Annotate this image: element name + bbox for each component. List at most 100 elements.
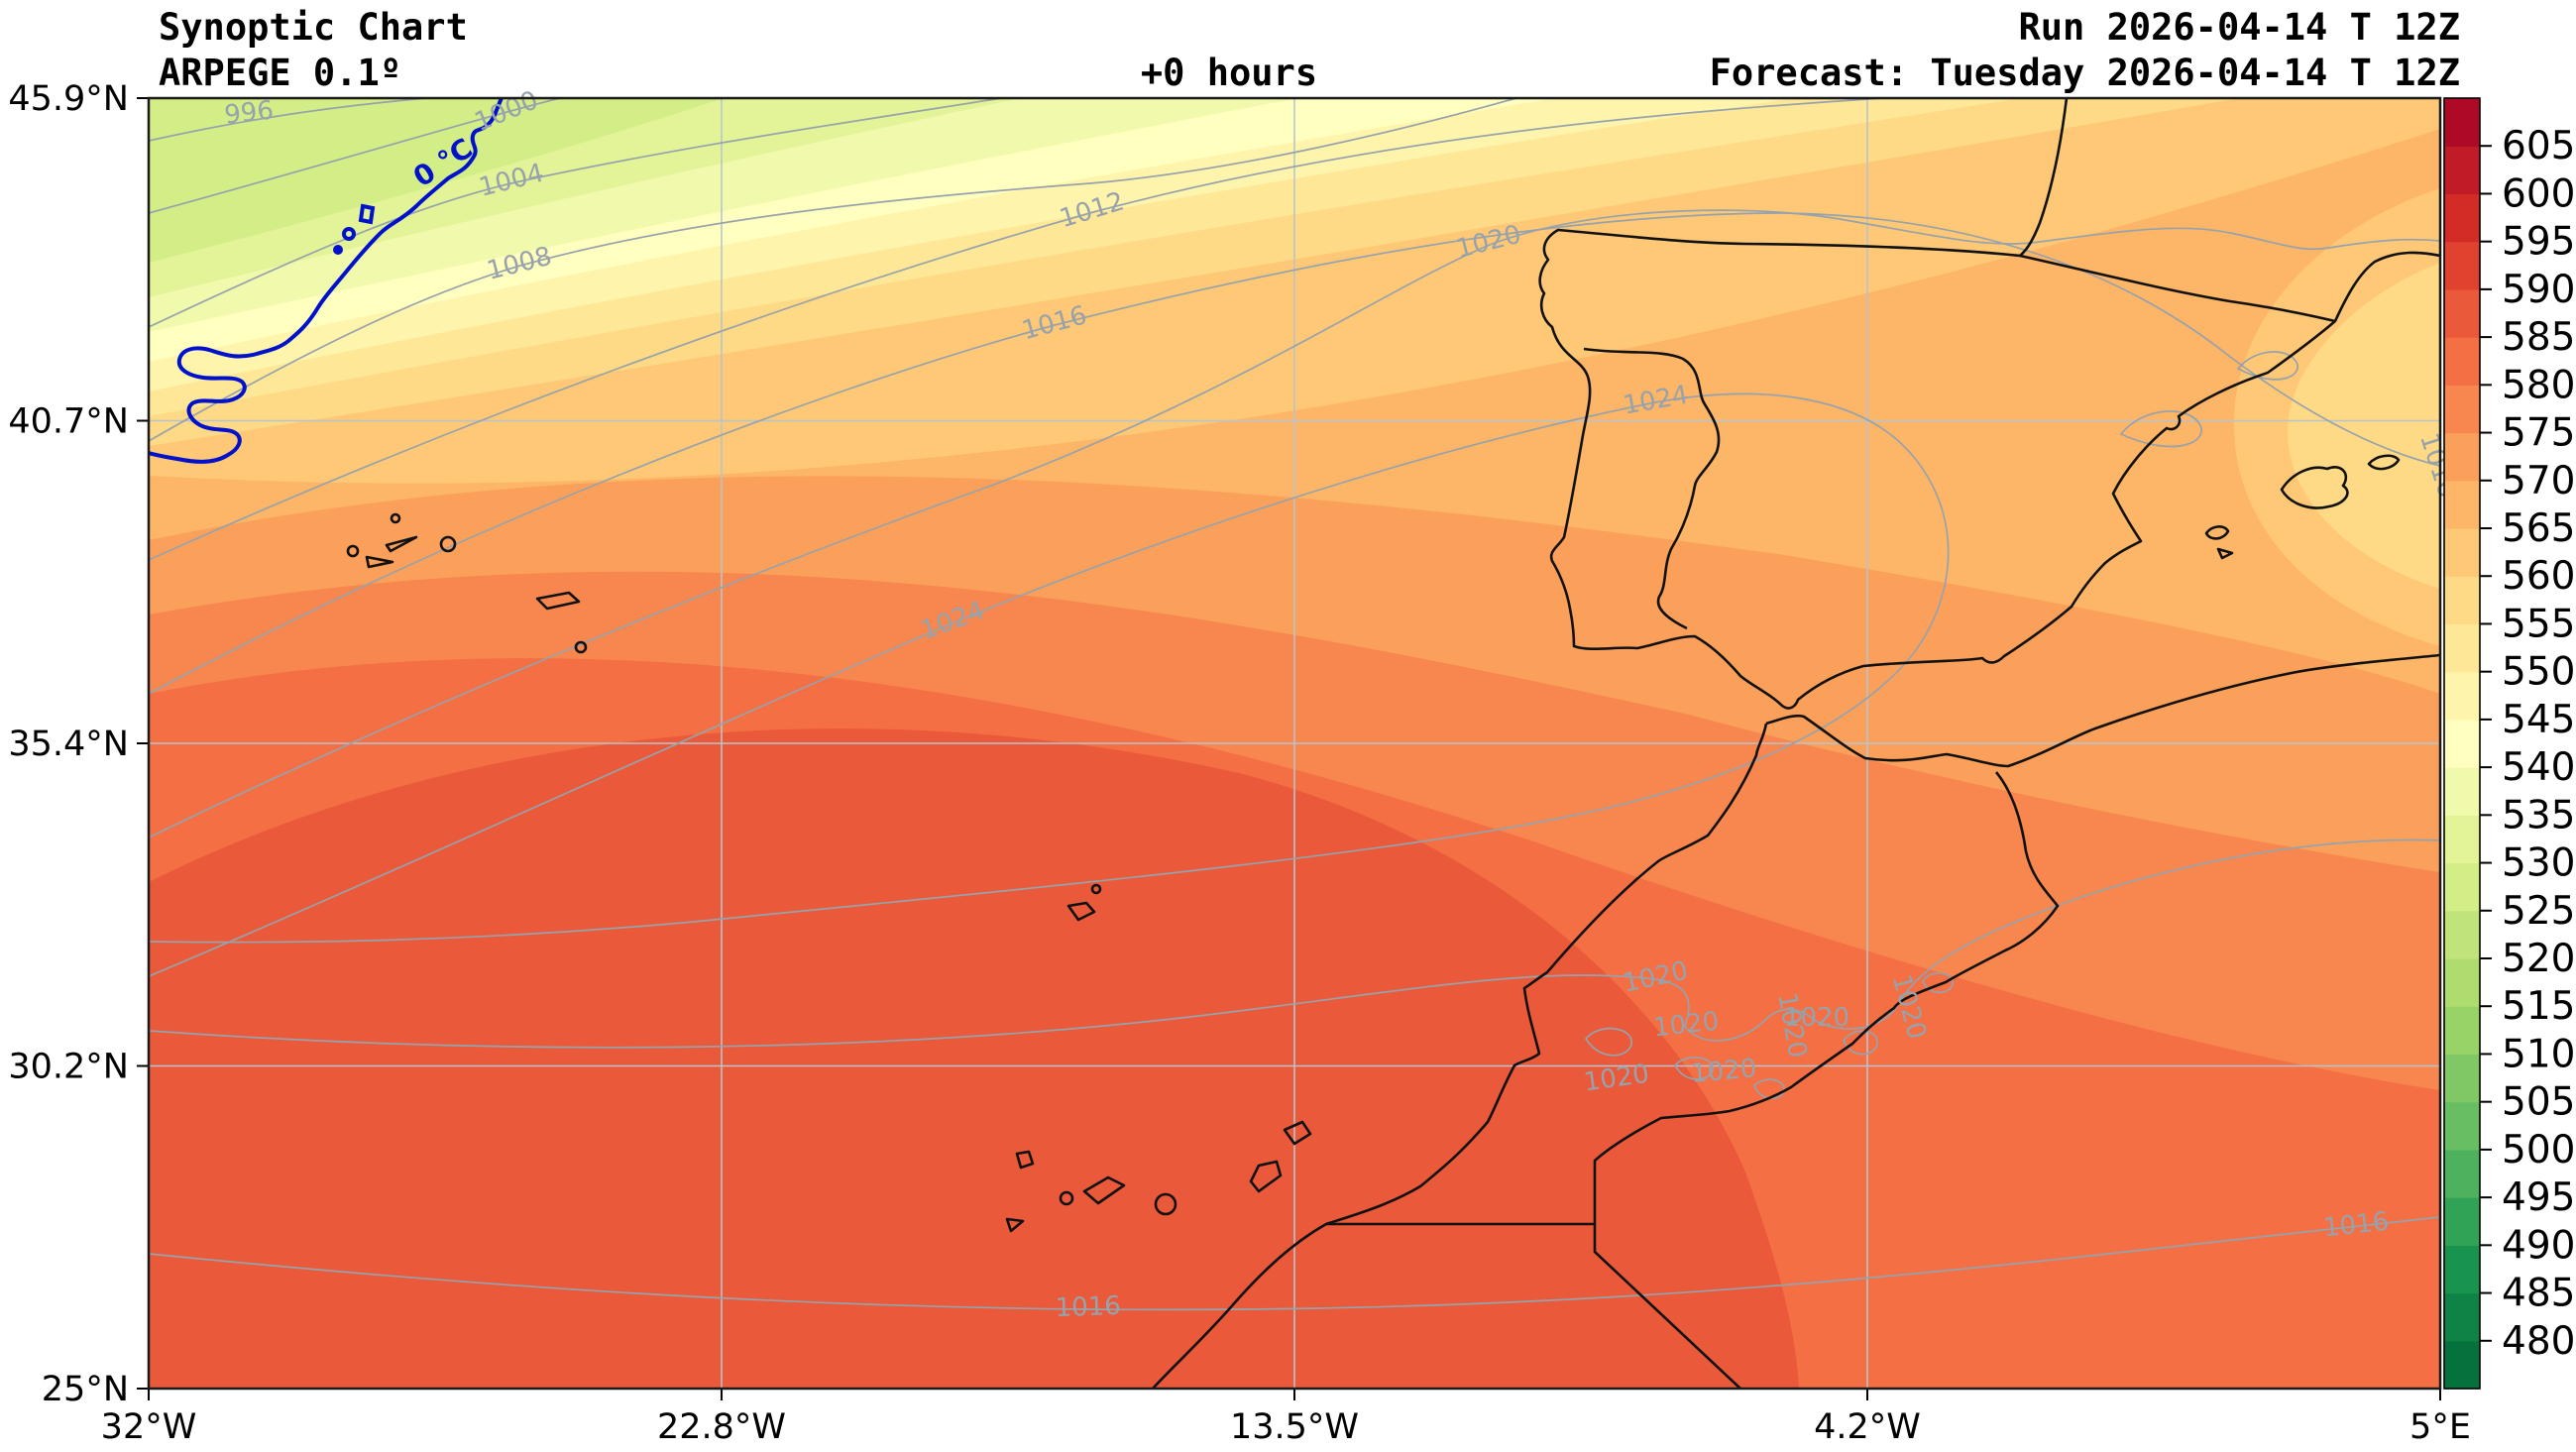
isobar-line (149, 838, 2440, 1049)
colorbar-band (2444, 1197, 2480, 1246)
colorbar-band (2444, 862, 2480, 912)
colorbar-tick-label: 590 (2502, 268, 2575, 312)
colorbar-band (2444, 1245, 2480, 1294)
isobar-line (149, 98, 427, 142)
island-graciosa (390, 512, 401, 524)
isobar-line (1753, 1078, 1785, 1100)
lead-time-label: +0 hours (1141, 52, 1317, 94)
colorbar-band (2444, 528, 2480, 577)
isobar-line (1922, 971, 1954, 994)
island-sao-miguel (535, 591, 581, 611)
x-tick-label: 4.2°W (1814, 1407, 1921, 1447)
y-tick-label: 30.2°N (8, 1048, 129, 1087)
island-gran-canaria (1154, 1192, 1177, 1216)
isobar-line (149, 212, 2440, 695)
run-label: Run 2026-04-14 T 12Z (2018, 6, 2460, 49)
colorbar-tick-label: 545 (2502, 698, 2575, 742)
colorbar-band (2444, 480, 2480, 529)
y-tick-label: 25°N (42, 1370, 129, 1409)
colorbar-band (2444, 910, 2480, 959)
island-madeira (1066, 901, 1096, 922)
island-sao-jorge (385, 535, 418, 553)
x-tick-label: 13.5°W (1230, 1407, 1359, 1447)
colorbar-tick-label: 490 (2502, 1223, 2575, 1268)
colorbar-tick-label: 495 (2502, 1175, 2575, 1220)
island-porto-santo (1090, 883, 1102, 895)
thickness-band (149, 98, 724, 263)
island-menorca (2367, 454, 2401, 471)
colorbar-band (2444, 767, 2480, 816)
colorbar-tick-label: 605 (2502, 124, 2575, 168)
colorbar-tick-label: 500 (2502, 1128, 2575, 1173)
isobar-line (149, 98, 1884, 561)
colorbar-outline (2443, 97, 2481, 1390)
isobar-line (1843, 1030, 1878, 1056)
colorbar-band (2444, 1054, 2480, 1103)
y-tick-label: 40.7°N (8, 402, 129, 442)
isobars (149, 98, 2440, 1311)
isobar-label: 996 (223, 96, 276, 131)
map-frame (147, 96, 2442, 1391)
coast-africa-med (1765, 653, 2440, 768)
model-label: ARPEGE 0.1º (159, 52, 401, 94)
colorbar-tick-label: 515 (2502, 984, 2575, 1029)
island-faial (346, 544, 360, 558)
colorbar-tick-label: 565 (2502, 506, 2575, 551)
colorbar-tick-label: 555 (2502, 602, 2575, 646)
border-morocco-algeria (1326, 771, 2060, 1389)
isobar-line (2119, 410, 2202, 448)
isobar-label: 1020 (1652, 1007, 1721, 1044)
colorbar-tick-label: 540 (2502, 745, 2575, 790)
page-title: Synoptic Chart (159, 6, 468, 49)
island-el-hierro (1005, 1217, 1025, 1233)
isobar-label: 1020 (1690, 1054, 1758, 1089)
colorbar-tick-label: 600 (2502, 171, 2575, 216)
x-tick-label: 32°W (101, 1407, 197, 1447)
colorbar-band (2444, 193, 2480, 243)
x-tick-label: 22.8°W (657, 1407, 786, 1447)
colorbar-band (2444, 288, 2480, 338)
freezing-line-segment (358, 203, 376, 225)
isobar-line (1673, 1057, 1714, 1080)
coast-iberia (1538, 98, 2440, 710)
colorbar-band (2444, 241, 2480, 290)
axes: 32°W 22.8°W 13.5°W 4.2°W 5°E 45.9°N 40.7°N 35.4… (8, 79, 2471, 1447)
isobar-line (149, 98, 1517, 442)
colorbar-band (2444, 671, 2480, 721)
island-formentera (2216, 547, 2234, 560)
isobar-line (149, 392, 1950, 977)
island-lanzarote (1283, 1120, 1312, 1146)
colorbar-tick-label: 595 (2502, 220, 2575, 265)
isobar-line (149, 98, 561, 214)
colorbar-tick-label: 570 (2502, 459, 2575, 503)
forecast-label: Forecast: Tuesday 2026-04-14 T 12Z (1710, 52, 2460, 94)
colorbar-tick-label: 510 (2502, 1032, 2575, 1076)
island-la-palma (1015, 1150, 1035, 1170)
x-tick-label: 5°E (2409, 1407, 2471, 1447)
freezing-line-segment (333, 245, 343, 255)
colorbar-tick-label: 575 (2502, 411, 2575, 456)
colorbar: 6056005955905855805755705655605555505455… (2443, 97, 2575, 1390)
colorbar-band (2444, 1340, 2480, 1390)
colorbar-band (2444, 719, 2480, 768)
colorbar-band (2444, 98, 2480, 147)
colorbar-band (2444, 958, 2480, 1007)
isobar-label: 1016 (1055, 1291, 1121, 1323)
island-la-gomera (1059, 1190, 1074, 1206)
colorbar-tick-label: 585 (2502, 315, 2575, 360)
colorbar-tick-label: 480 (2502, 1319, 2575, 1364)
colorbar-tick-label: 535 (2502, 793, 2575, 838)
freezing-line-segment (149, 98, 504, 464)
graticule (149, 98, 2440, 1389)
colorbar-tick-label: 530 (2502, 841, 2575, 886)
colorbar-tick-label: 560 (2502, 554, 2575, 599)
isobar-label: 1016 (2322, 1207, 2391, 1244)
y-tick-label: 45.9°N (8, 79, 129, 119)
colorbar-tick-label: 550 (2502, 650, 2575, 695)
isobar-line (149, 1216, 2440, 1311)
isobar-label: 1020 (1784, 1003, 1849, 1033)
colorbar-band (2444, 623, 2480, 673)
colorbar-band (2444, 146, 2480, 195)
